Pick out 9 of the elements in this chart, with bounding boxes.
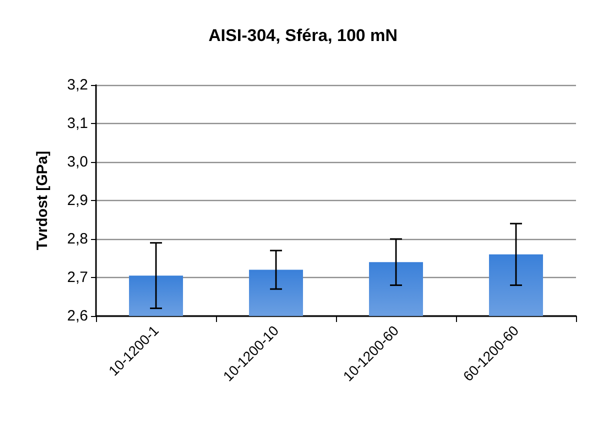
y-tick-label: 3,1 bbox=[67, 115, 88, 132]
chart-title: AISI-304, Sféra, 100 mN bbox=[208, 26, 398, 45]
y-tick-label: 2,9 bbox=[67, 192, 88, 209]
y-tick-label: 3,0 bbox=[67, 154, 88, 170]
y-tick-label: 2,6 bbox=[67, 308, 88, 324]
y-axis-title: Tvrdost [GPa] bbox=[34, 150, 51, 250]
y-tick-label: 3,2 bbox=[67, 76, 88, 94]
y-tick-label: 2,8 bbox=[67, 230, 88, 248]
y-tick-label: 2,7 bbox=[67, 269, 88, 286]
